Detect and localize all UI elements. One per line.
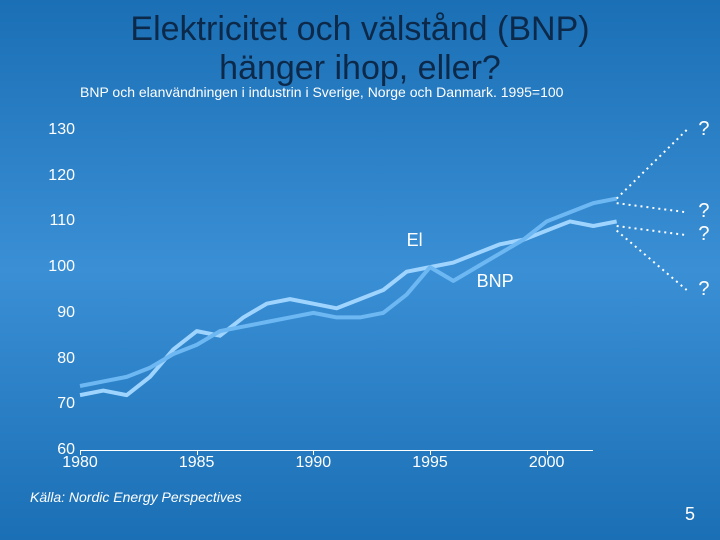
series-BNP (80, 199, 617, 386)
series-label-BNP: BNP (477, 271, 514, 292)
x-tick-label: 1995 (412, 454, 448, 472)
y-tick-label: 100 (40, 258, 75, 276)
source-citation: Källa: Nordic Energy Perspectives (30, 489, 242, 505)
projection-line (617, 203, 687, 212)
chart-svg (80, 130, 640, 450)
series-El (80, 221, 617, 395)
y-tick-label: 70 (40, 395, 75, 413)
series-label-El: El (407, 230, 423, 251)
y-tick-label: 120 (40, 167, 75, 185)
projection-line (617, 130, 687, 199)
slide-title: Elektricitet och välstånd (BNP) hänger i… (0, 0, 720, 88)
page-number: 5 (685, 504, 695, 525)
projection-qmark: ? (698, 200, 709, 223)
x-tick-label: 1990 (296, 454, 332, 472)
y-tick-label: 110 (40, 212, 75, 230)
x-tick-label: 1985 (179, 454, 215, 472)
title-line-2: hänger ihop, eller? (219, 49, 501, 87)
chart-subtitle: BNP och elanvändningen i industrin i Sve… (0, 84, 720, 100)
projection-qmark: ? (698, 118, 709, 141)
x-axis-line (80, 450, 593, 451)
projection-qmark: ? (698, 223, 709, 246)
projection-line (617, 226, 687, 235)
x-tick-label: 1980 (62, 454, 98, 472)
x-tick-label: 2000 (529, 454, 565, 472)
y-tick-label: 130 (40, 121, 75, 139)
y-tick-label: 80 (40, 350, 75, 368)
y-tick-label: 90 (40, 304, 75, 322)
line-chart: 6070809010011012013019801985199019952000… (80, 130, 640, 450)
title-line-1: Elektricitet och välstånd (BNP) (130, 10, 589, 48)
projection-line (617, 231, 687, 290)
projection-qmark: ? (698, 278, 709, 301)
